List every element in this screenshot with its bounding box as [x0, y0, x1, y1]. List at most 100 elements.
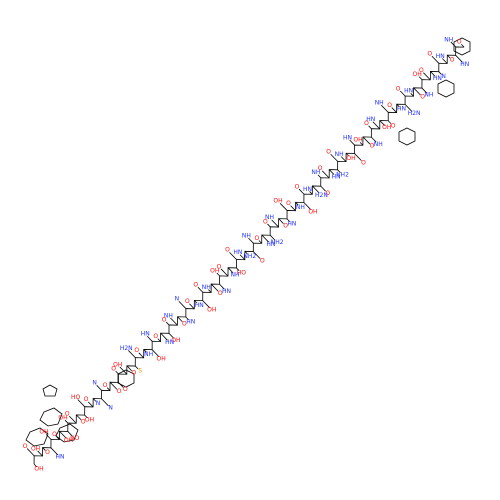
atom-label: O [185, 298, 190, 305]
bond [371, 136, 377, 143]
bond [320, 185, 326, 192]
atom-label: O [52, 431, 57, 438]
bond [143, 349, 147, 353]
atom-label: NH [164, 312, 173, 319]
indole-ring [398, 127, 416, 146]
atom-label: O [123, 386, 128, 393]
bond [253, 251, 261, 260]
bond [372, 121, 381, 130]
atom-label: NH [335, 151, 344, 158]
bond [298, 188, 305, 195]
atom-label: OH [64, 437, 73, 444]
bond [115, 370, 119, 375]
atom-label: O [427, 50, 432, 57]
bond [423, 72, 431, 81]
atom-label: HN [222, 288, 231, 295]
atom-label: O [450, 57, 455, 64]
bond [330, 153, 338, 162]
atom-label: OH [210, 267, 219, 274]
bond [239, 254, 246, 261]
atom-label: OH [34, 466, 43, 473]
atom-label: OH [157, 356, 166, 363]
bond [106, 387, 111, 391]
bond [279, 203, 288, 211]
bond [267, 223, 271, 228]
rings [25, 37, 471, 447]
atom-label: HN [332, 173, 341, 180]
bond [160, 332, 168, 341]
atom-label: HN [287, 220, 296, 227]
bond [328, 169, 335, 175]
atom-label: HO [71, 394, 81, 401]
atom-label: N [108, 405, 113, 412]
bond [33, 463, 38, 468]
bond [59, 430, 67, 439]
bond [404, 104, 413, 112]
bond [295, 202, 299, 206]
bond [450, 41, 456, 48]
sugar-ring [55, 423, 79, 443]
atom-label: OH [353, 137, 362, 144]
bond [42, 447, 46, 451]
atom-label: O [134, 347, 139, 354]
bond [317, 174, 322, 179]
bond [208, 289, 212, 293]
atom-label: H2N [315, 192, 328, 199]
triazole-ring [42, 384, 58, 397]
atom-label: NH [296, 204, 305, 211]
bond [128, 350, 136, 358]
bond [229, 252, 237, 260]
bond [75, 414, 82, 421]
atom-label: N [92, 380, 97, 387]
bond [430, 71, 436, 77]
atom-label: NH [311, 169, 320, 176]
atom-label: O [23, 443, 28, 450]
atom-label: OH [346, 155, 355, 162]
bond [177, 316, 183, 323]
bond [271, 219, 279, 228]
atom-label: HN [343, 134, 352, 141]
atom-label: HN [366, 116, 375, 123]
bond [418, 76, 423, 80]
atom-label: O [111, 365, 116, 372]
atom-label: O [193, 282, 198, 289]
atom-label: HN [266, 241, 275, 248]
atom-label: O [153, 333, 158, 340]
bond [189, 303, 195, 310]
atom-label: O [182, 320, 187, 327]
atom-label: O [361, 159, 366, 166]
atom-label: H2N [408, 110, 421, 117]
bond [45, 434, 52, 440]
bond [194, 300, 198, 304]
bond [210, 283, 219, 292]
atom-label: OH [273, 198, 282, 205]
bond [236, 267, 240, 272]
bond [219, 283, 225, 290]
atom-label: HN [397, 106, 406, 113]
atom-label: N [441, 73, 446, 80]
atom-label: HO [70, 435, 80, 442]
bond [421, 87, 428, 94]
bond [178, 301, 187, 309]
atom-label: N [96, 400, 101, 407]
atom-label: OH [171, 337, 180, 344]
bond [340, 156, 347, 162]
bond [168, 333, 175, 339]
bond [321, 170, 330, 179]
bond [216, 272, 220, 277]
bond [165, 321, 170, 326]
atom-label: O [325, 190, 330, 197]
bond [77, 399, 86, 407]
bond [278, 218, 284, 224]
atom-label: H2N [120, 345, 133, 352]
atom-label: O [318, 165, 323, 172]
atom-label: OH [382, 124, 391, 131]
bond [119, 366, 128, 375]
bond [431, 55, 440, 64]
bond [244, 251, 248, 255]
atom-label: HN [303, 186, 312, 193]
bond [151, 349, 160, 358]
atom-label: O [65, 410, 70, 417]
atom-label: O [370, 143, 375, 150]
